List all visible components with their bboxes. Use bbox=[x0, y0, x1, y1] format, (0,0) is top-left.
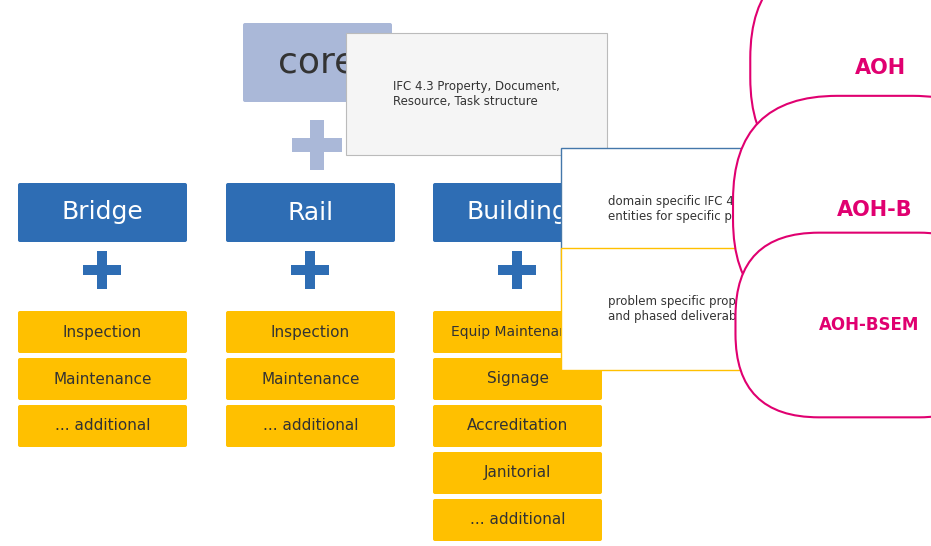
Text: Equip Maintenance: Equip Maintenance bbox=[451, 325, 584, 339]
Text: Maintenance: Maintenance bbox=[262, 371, 359, 387]
Text: IFC 4.3 Property, Document,
Resource, Task structure: IFC 4.3 Property, Document, Resource, Ta… bbox=[393, 80, 560, 108]
FancyBboxPatch shape bbox=[310, 120, 324, 170]
Text: Signage: Signage bbox=[487, 371, 548, 387]
Text: Rail: Rail bbox=[288, 200, 333, 224]
FancyBboxPatch shape bbox=[433, 499, 602, 541]
Text: Maintenance: Maintenance bbox=[53, 371, 152, 387]
FancyBboxPatch shape bbox=[433, 311, 602, 353]
FancyBboxPatch shape bbox=[226, 405, 395, 447]
FancyBboxPatch shape bbox=[433, 405, 602, 447]
FancyBboxPatch shape bbox=[18, 358, 187, 400]
Text: ... additional: ... additional bbox=[263, 418, 358, 434]
FancyBboxPatch shape bbox=[304, 251, 316, 289]
FancyBboxPatch shape bbox=[433, 452, 602, 494]
Text: Accreditation: Accreditation bbox=[466, 418, 568, 434]
Text: domain specific IFC 4.3
entities for specific projects: domain specific IFC 4.3 entities for spe… bbox=[608, 195, 772, 223]
FancyBboxPatch shape bbox=[226, 358, 395, 400]
FancyBboxPatch shape bbox=[18, 405, 187, 447]
Text: problem specific properties
and phased deliverables: problem specific properties and phased d… bbox=[608, 295, 770, 323]
FancyBboxPatch shape bbox=[97, 251, 107, 289]
FancyBboxPatch shape bbox=[18, 183, 187, 242]
Text: Inspection: Inspection bbox=[63, 324, 142, 340]
FancyBboxPatch shape bbox=[291, 265, 329, 275]
Text: AOH-BSEM: AOH-BSEM bbox=[818, 316, 919, 334]
Text: ... additional: ... additional bbox=[470, 513, 565, 527]
Text: core: core bbox=[278, 45, 357, 80]
FancyBboxPatch shape bbox=[498, 265, 536, 275]
FancyBboxPatch shape bbox=[226, 183, 395, 242]
Text: Janitorial: Janitorial bbox=[484, 466, 551, 480]
Text: Inspection: Inspection bbox=[271, 324, 350, 340]
Text: Bridge: Bridge bbox=[61, 200, 143, 224]
FancyBboxPatch shape bbox=[433, 183, 602, 242]
Text: Building: Building bbox=[466, 200, 568, 224]
FancyBboxPatch shape bbox=[83, 265, 121, 275]
Text: ... additional: ... additional bbox=[55, 418, 150, 434]
FancyBboxPatch shape bbox=[433, 358, 602, 400]
Text: AOH-B: AOH-B bbox=[837, 200, 912, 220]
FancyBboxPatch shape bbox=[18, 311, 187, 353]
FancyBboxPatch shape bbox=[292, 138, 342, 152]
FancyBboxPatch shape bbox=[512, 251, 522, 289]
FancyBboxPatch shape bbox=[243, 23, 392, 102]
FancyBboxPatch shape bbox=[226, 311, 395, 353]
Text: AOH: AOH bbox=[855, 58, 906, 78]
